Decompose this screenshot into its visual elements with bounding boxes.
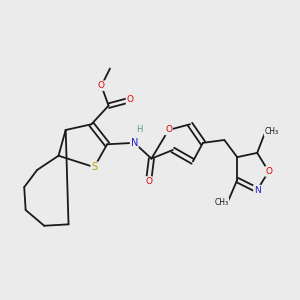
Text: N: N xyxy=(130,138,138,148)
Text: O: O xyxy=(265,167,272,176)
Text: O: O xyxy=(98,81,105,90)
Text: O: O xyxy=(165,125,172,134)
Text: S: S xyxy=(91,162,97,172)
Text: CH₃: CH₃ xyxy=(214,198,229,207)
Text: O: O xyxy=(127,95,134,104)
Text: N: N xyxy=(254,185,261,194)
Text: O: O xyxy=(145,177,152,186)
Text: CH₃: CH₃ xyxy=(264,127,279,136)
Text: H: H xyxy=(136,125,142,134)
